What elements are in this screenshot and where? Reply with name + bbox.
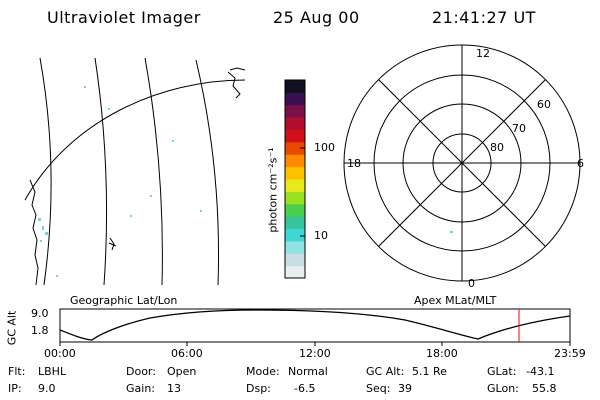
colorbar-tick-100: 100	[314, 141, 335, 154]
longitude-line	[94, 57, 108, 286]
colorbar-unit-label: photon cm⁻²s⁻¹	[263, 147, 283, 232]
altitude-axis-label-box: GC Alt	[5, 310, 19, 346]
door-value: Open	[167, 365, 197, 378]
colorbar-segment	[285, 166, 305, 180]
colorbar-tick-10: 10	[314, 229, 328, 242]
mlt-12-label: 12	[476, 47, 490, 60]
dsp-label: Dsp:	[246, 382, 271, 395]
colorbar-unit-text: photon cm⁻²s⁻¹	[266, 147, 280, 233]
geographic-map	[24, 57, 246, 286]
polar-diagonal	[378, 79, 546, 247]
colorbar-segment	[285, 240, 305, 254]
altitude-frame	[59, 308, 571, 343]
longitude-line	[144, 57, 163, 286]
mlt-18-label: 18	[347, 157, 361, 170]
mode-value: Normal	[288, 365, 328, 378]
time-label: 21:41:27 UT	[432, 8, 536, 27]
colorbar-segment	[285, 216, 305, 229]
altitude-axis-label: GC Alt	[5, 310, 19, 346]
colorbar	[285, 80, 305, 279]
mode-label: Mode:	[246, 365, 280, 378]
x-tick-label: 12:00	[299, 347, 331, 360]
colorbar-segment	[285, 191, 305, 205]
colorbar-segment	[285, 104, 305, 118]
longitude-line	[195, 59, 220, 286]
gain-value: 13	[167, 382, 181, 395]
gcalt-value: 5.1 Re	[412, 365, 447, 378]
glon-label: GLon:	[487, 382, 519, 395]
altitude-ymin: 1.8	[31, 324, 49, 337]
apex-caption: Apex MLat/MLT	[414, 294, 497, 307]
mlat-60-label: 60	[537, 98, 551, 111]
colorbar-segment	[285, 203, 305, 217]
colorbar-segment	[285, 179, 305, 192]
gain-label: Gain:	[126, 382, 155, 395]
mlat-80-label: 80	[490, 141, 504, 154]
flt-value: LBHL	[38, 365, 67, 378]
seq-label: Seq:	[366, 382, 391, 395]
colorbar-segment	[285, 265, 305, 279]
colorbar-segment	[285, 129, 305, 143]
glat-label: GLat:	[487, 365, 517, 378]
mlt-6-label: 6	[577, 157, 584, 170]
x-tick-label: 00:00	[44, 347, 76, 360]
x-tick-label: 23:59	[554, 347, 586, 360]
coastline	[29, 179, 39, 286]
flt-label: Flt:	[8, 365, 26, 378]
altitude-curve	[59, 309, 571, 341]
colorbar-segment	[285, 253, 305, 267]
door-label: Door:	[126, 365, 156, 378]
geographic-caption: Geographic Lat/Lon	[70, 294, 178, 307]
colorbar-segment	[285, 154, 305, 168]
aurora-pixels	[38, 86, 202, 277]
instrument-title: Ultraviolet Imager	[47, 8, 201, 27]
mlat-70-label: 70	[512, 122, 526, 135]
altitude-plot	[59, 308, 571, 346]
colorbar-segment	[285, 80, 305, 93]
mlt-0-label: 0	[468, 277, 475, 290]
x-tick-label: 06:00	[171, 347, 203, 360]
dsp-value: -6.5	[294, 382, 316, 395]
colorbar-segment	[285, 117, 305, 130]
latitude-line	[24, 79, 246, 201]
ip-label: IP:	[8, 382, 22, 395]
colorbar-frame	[284, 79, 306, 279]
coastline	[227, 67, 246, 99]
polar-aurora-pixel	[450, 231, 453, 233]
colorbar-segment	[285, 92, 305, 106]
glon-value: 55.8	[532, 382, 557, 395]
coastline	[108, 237, 117, 251]
gcalt-label: GC Alt:	[366, 365, 405, 378]
longitude-line	[39, 57, 52, 286]
altitude-ymax: 9.0	[31, 307, 49, 320]
polar-plot	[343, 44, 581, 282]
x-tick-label: 18:00	[426, 347, 458, 360]
colorbar-segment	[285, 228, 305, 242]
ip-value: 9.0	[38, 382, 56, 395]
date-label: 25 Aug 00	[273, 8, 360, 27]
seq-value: 39	[398, 382, 412, 395]
colorbar-segment	[285, 141, 305, 155]
glat-value: -43.1	[526, 365, 555, 378]
